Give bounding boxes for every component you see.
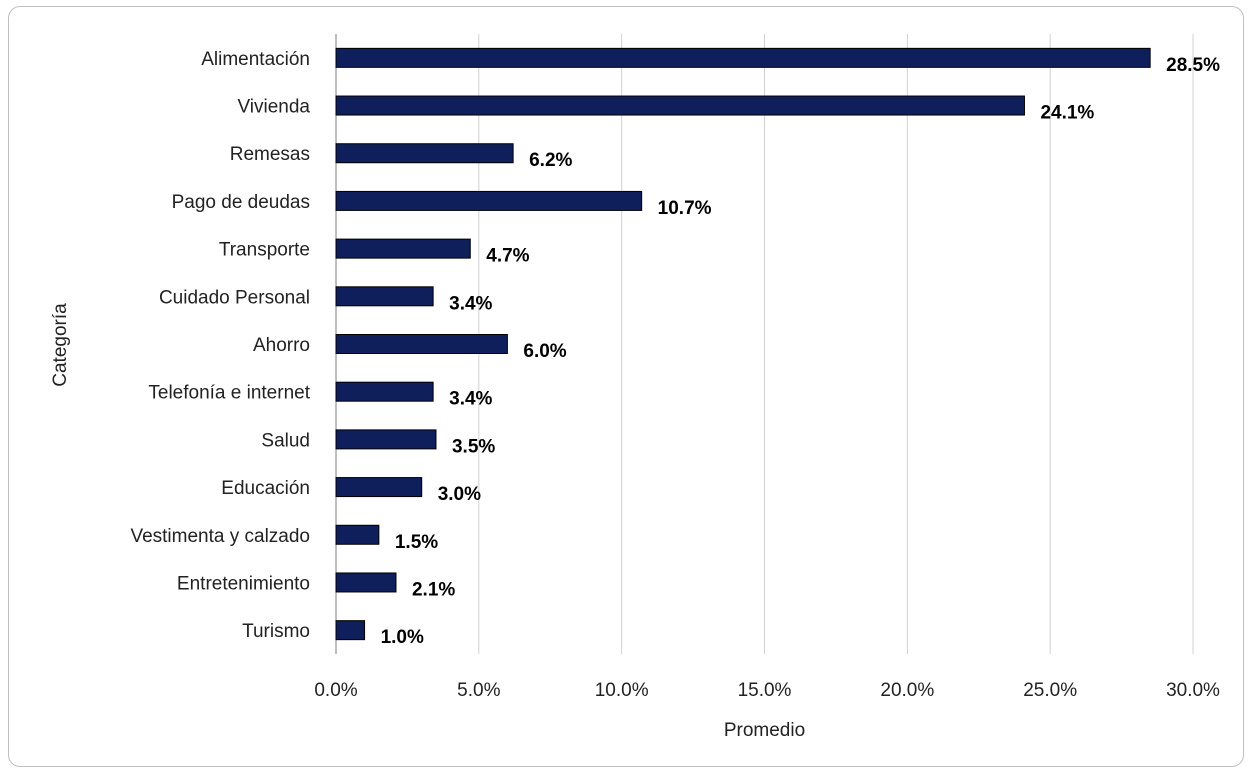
- data-label: 3.5%: [452, 436, 495, 457]
- category-label: Telefonía e internet: [148, 383, 310, 404]
- y-axis-title: Categoría: [50, 303, 71, 387]
- data-label: 6.0%: [523, 341, 566, 362]
- bar: [335, 286, 434, 307]
- bar: [335, 572, 397, 593]
- category-label: Ahorro: [253, 335, 310, 356]
- x-tick-label: 15.0%: [738, 680, 792, 701]
- data-label: 28.5%: [1166, 55, 1220, 76]
- x-tick-label: 20.0%: [880, 680, 934, 701]
- data-label: 3.4%: [449, 293, 492, 314]
- category-label: Entretenimiento: [177, 573, 310, 594]
- x-tick-label: 0.0%: [314, 680, 357, 701]
- category-label: Salud: [261, 430, 310, 451]
- data-label: 24.1%: [1040, 103, 1094, 124]
- data-label: 3.4%: [449, 389, 492, 410]
- x-tick-label: 5.0%: [457, 680, 500, 701]
- x-axis-title: Promedio: [724, 720, 805, 741]
- bar: [335, 47, 1151, 68]
- data-label: 3.0%: [438, 484, 481, 505]
- category-label: Turismo: [242, 621, 310, 642]
- category-label: Educación: [221, 478, 310, 499]
- bar: [335, 620, 366, 641]
- x-tick-label: 10.0%: [595, 680, 649, 701]
- data-labels: 28.5% 24.1% 6.2% 10.7% 4.7% 3.4% 6.0% 3.4% 3.5% 3…: [381, 55, 1221, 648]
- chart-frame: [8, 6, 1244, 767]
- category-label: Pago de deudas: [172, 192, 310, 213]
- category-label: Transporte: [219, 240, 310, 261]
- data-label: 1.0%: [381, 627, 424, 648]
- bar: [335, 334, 508, 354]
- x-tick-label: 30.0%: [1166, 680, 1220, 701]
- gridlines: [335, 34, 1194, 654]
- data-label: 1.5%: [395, 532, 438, 553]
- bar: [335, 190, 643, 211]
- category-label: Remesas: [230, 144, 310, 165]
- category-label: Cuidado Personal: [159, 287, 310, 308]
- bars: [335, 47, 1151, 641]
- x-tick-labels: 0.0% 5.0% 10.0% 15.0% 20.0% 25.0% 30.0%: [314, 680, 1220, 701]
- bar: [335, 429, 437, 450]
- bar: [335, 143, 514, 164]
- bar: [335, 477, 423, 498]
- category-label: Alimentación: [201, 49, 310, 70]
- bar: [335, 95, 1025, 116]
- category-label: Vivienda: [237, 97, 310, 118]
- bar: [335, 238, 471, 259]
- data-label: 4.7%: [486, 246, 529, 267]
- category-label: Vestimenta y calzado: [130, 526, 310, 547]
- data-label: 2.1%: [412, 579, 455, 600]
- category-labels: Alimentación Vivienda Remesas Pago de deuda…: [130, 49, 310, 642]
- data-label: 6.2%: [529, 150, 572, 171]
- data-label: 10.7%: [658, 198, 712, 219]
- bar: [335, 381, 434, 402]
- bar: [335, 524, 380, 545]
- x-tick-label: 25.0%: [1023, 680, 1077, 701]
